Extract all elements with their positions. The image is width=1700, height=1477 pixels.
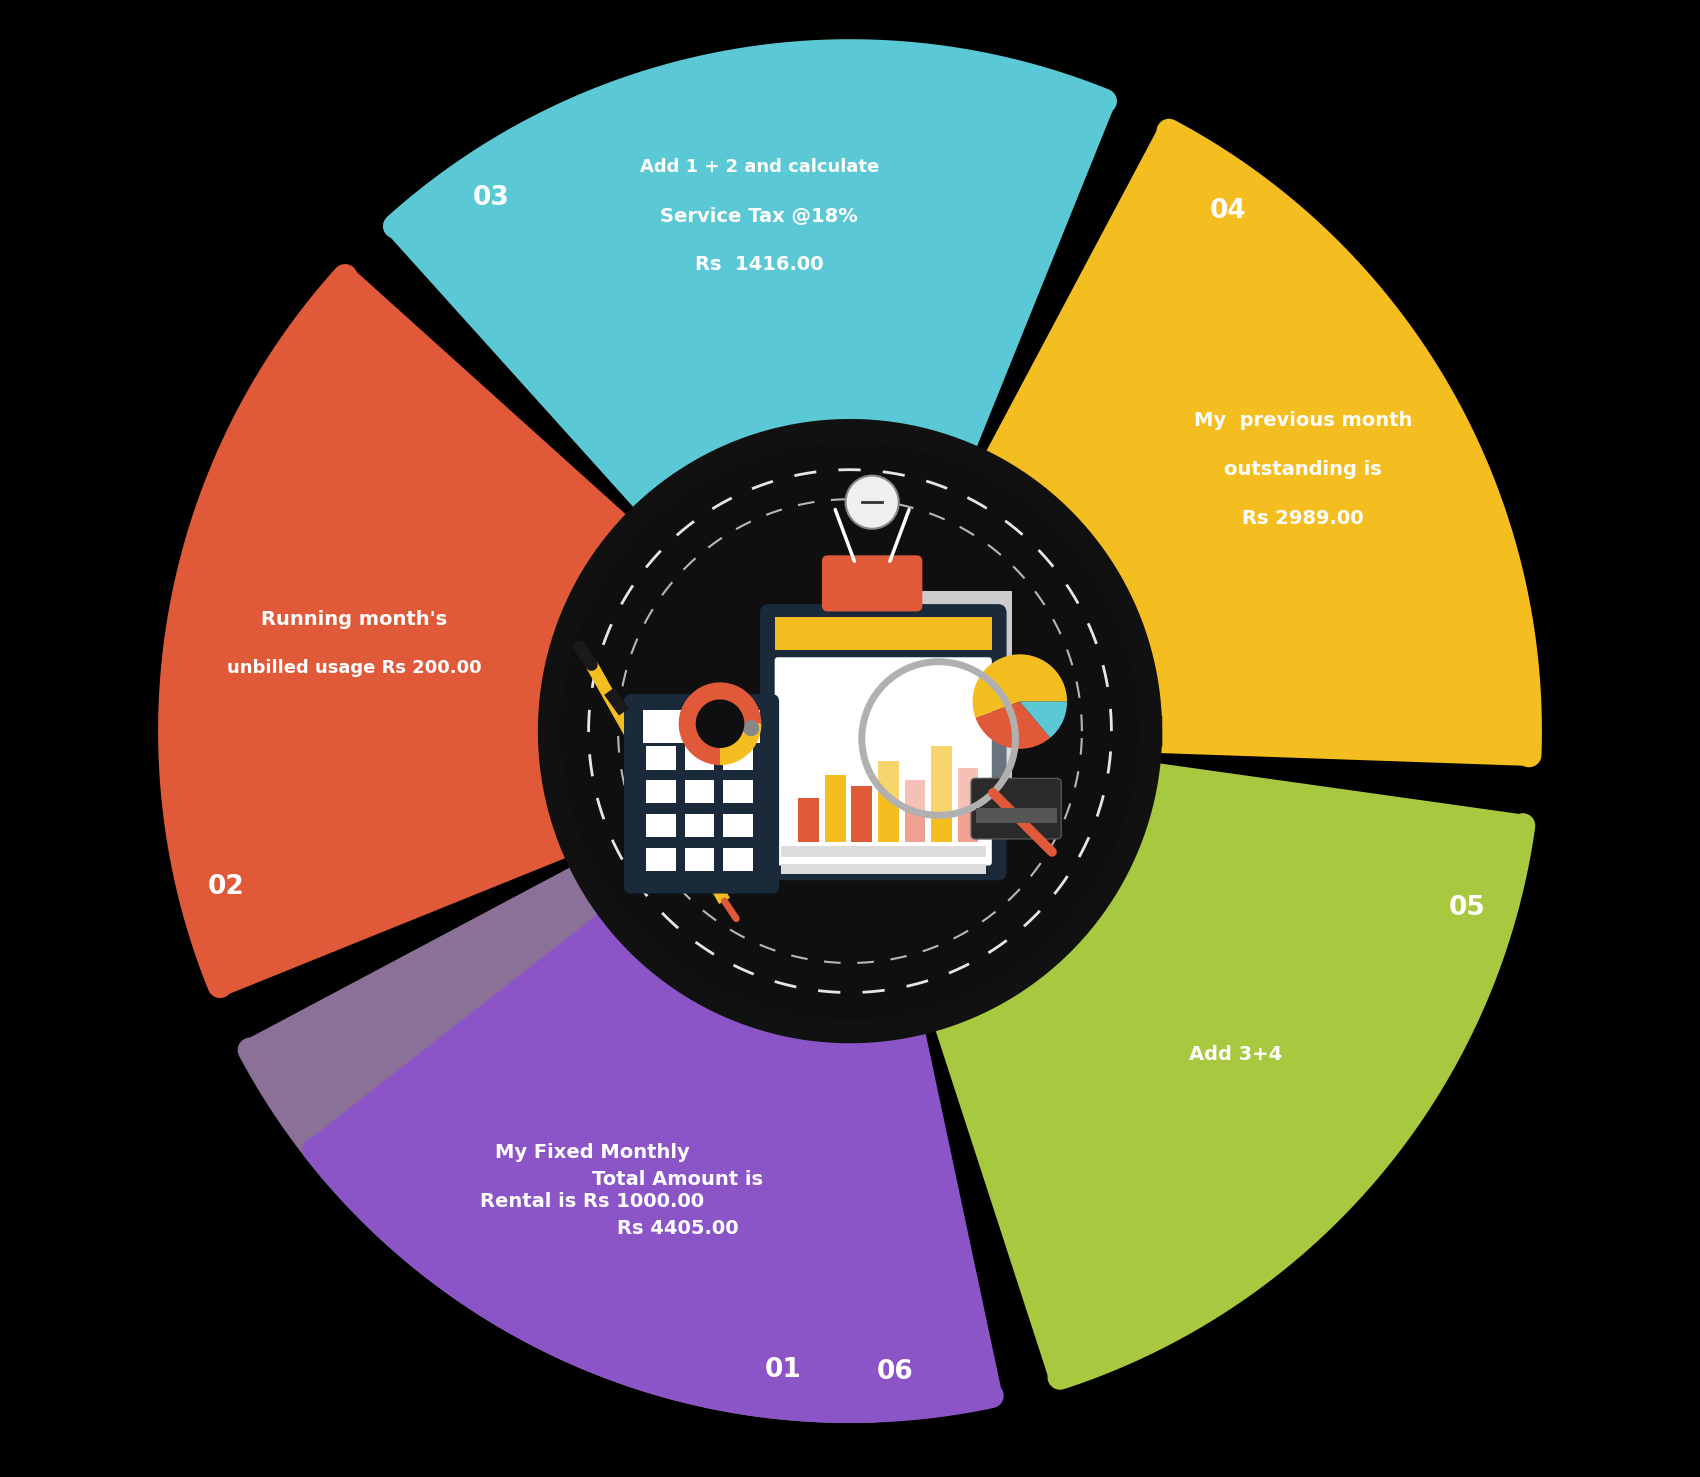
Text: 06: 06	[877, 1359, 913, 1385]
Bar	[685, 780, 714, 803]
Text: Rental is Rs 1000.00: Rental is Rs 1000.00	[481, 1192, 704, 1211]
Text: Add 1 + 2 and calculate: Add 1 + 2 and calculate	[639, 158, 879, 176]
Text: My  previous month: My previous month	[1193, 412, 1413, 430]
Text: 03: 03	[473, 186, 508, 211]
Bar	[722, 780, 753, 803]
Wedge shape	[721, 724, 762, 765]
Bar	[904, 780, 925, 842]
Text: Rs  1416.00: Rs 1416.00	[695, 256, 823, 275]
FancyBboxPatch shape	[821, 555, 923, 611]
Bar	[780, 864, 986, 874]
Bar	[646, 746, 675, 770]
Wedge shape	[678, 682, 762, 765]
Bar	[643, 710, 760, 743]
FancyBboxPatch shape	[971, 778, 1061, 839]
Wedge shape	[976, 702, 1051, 749]
Text: Rs 2989.00: Rs 2989.00	[1243, 510, 1363, 527]
Polygon shape	[986, 131, 1530, 755]
Circle shape	[563, 443, 1137, 1019]
Bar	[646, 848, 675, 871]
FancyBboxPatch shape	[760, 604, 1006, 880]
Bar	[646, 780, 675, 803]
Bar	[932, 746, 952, 842]
Text: unbilled usage Rs 200.00: unbilled usage Rs 200.00	[228, 659, 481, 676]
FancyBboxPatch shape	[775, 657, 991, 866]
Bar	[685, 848, 714, 871]
Text: Running month's: Running month's	[262, 610, 447, 629]
Wedge shape	[972, 654, 1068, 718]
Text: outstanding is: outstanding is	[1224, 461, 1382, 479]
Circle shape	[544, 425, 1156, 1037]
Text: 02: 02	[207, 873, 245, 899]
Circle shape	[845, 476, 899, 529]
Bar	[957, 768, 979, 842]
Text: Add 3+4: Add 3+4	[1188, 1046, 1282, 1063]
Text: 04: 04	[1209, 198, 1246, 225]
Bar	[879, 761, 899, 842]
Bar	[852, 786, 872, 842]
Bar	[646, 814, 675, 837]
FancyBboxPatch shape	[624, 694, 779, 894]
Bar	[780, 846, 986, 857]
Bar	[799, 798, 819, 842]
Wedge shape	[1020, 702, 1068, 738]
Text: 05: 05	[1448, 895, 1486, 922]
Bar	[976, 808, 1057, 823]
Polygon shape	[170, 276, 636, 985]
Text: Total Amount is: Total Amount is	[592, 1170, 763, 1189]
Text: 01: 01	[765, 1357, 801, 1382]
Text: My Fixed Monthly: My Fixed Monthly	[495, 1143, 690, 1162]
Bar	[722, 814, 753, 837]
Bar	[775, 617, 991, 650]
Bar	[722, 848, 753, 871]
Polygon shape	[250, 867, 874, 1411]
Polygon shape	[938, 771, 1523, 1377]
Circle shape	[862, 662, 1015, 815]
Polygon shape	[887, 591, 1013, 812]
Bar	[685, 746, 714, 770]
Bar	[722, 746, 753, 770]
Bar	[824, 775, 845, 842]
Polygon shape	[314, 908, 991, 1411]
Circle shape	[697, 700, 743, 747]
Text: Service Tax @18%: Service Tax @18%	[660, 207, 858, 226]
Circle shape	[743, 721, 758, 736]
Text: Rs 4405.00: Rs 4405.00	[617, 1219, 740, 1238]
Bar	[685, 814, 714, 837]
Polygon shape	[396, 52, 1105, 517]
